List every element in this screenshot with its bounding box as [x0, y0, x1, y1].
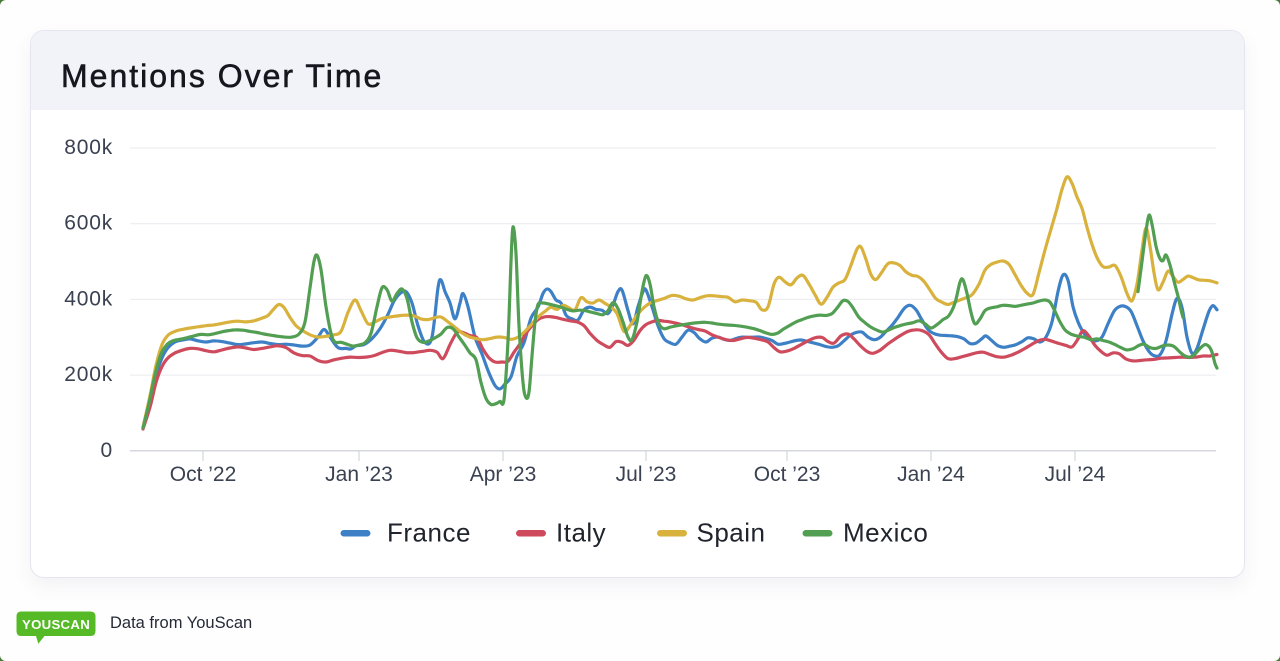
svg-text:Jan ’24: Jan ’24 [897, 463, 965, 486]
svg-text:0: 0 [101, 439, 113, 462]
svg-text:Jan ’23: Jan ’23 [325, 463, 393, 486]
svg-text:Oct ’23: Oct ’23 [754, 463, 821, 486]
svg-text:France: France [387, 518, 471, 548]
svg-text:600k: 600k [64, 212, 113, 235]
svg-text:200k: 200k [64, 363, 113, 386]
svg-text:YOUSCAN: YOUSCAN [22, 617, 90, 632]
svg-text:400k: 400k [64, 287, 113, 310]
svg-text:Jul ’24: Jul ’24 [1045, 463, 1106, 486]
svg-text:800k: 800k [64, 136, 113, 159]
svg-text:Italy: Italy [556, 518, 606, 548]
svg-text:Jul ’23: Jul ’23 [616, 463, 677, 486]
svg-text:Apr ’23: Apr ’23 [470, 463, 537, 486]
svg-text:Oct ’22: Oct ’22 [170, 463, 237, 486]
svg-text:Mexico: Mexico [843, 518, 928, 548]
svg-text:Spain: Spain [697, 518, 766, 548]
